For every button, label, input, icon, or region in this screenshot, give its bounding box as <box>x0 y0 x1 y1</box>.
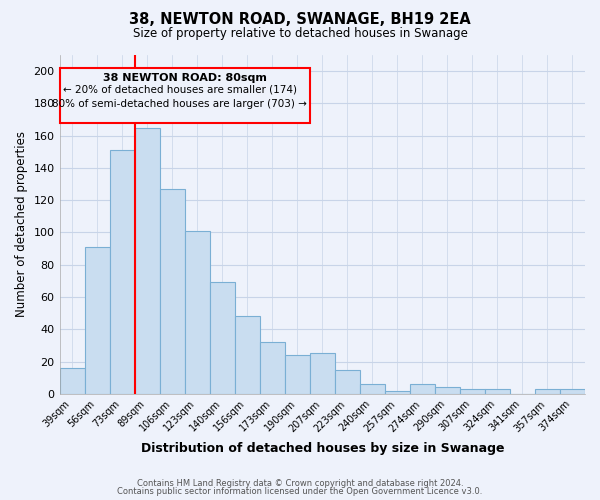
Bar <box>209 282 235 394</box>
Bar <box>435 388 460 394</box>
Bar <box>310 354 335 394</box>
Y-axis label: Number of detached properties: Number of detached properties <box>15 132 28 318</box>
Bar <box>560 389 585 394</box>
Bar <box>460 389 485 394</box>
X-axis label: Distribution of detached houses by size in Swanage: Distribution of detached houses by size … <box>140 442 504 455</box>
Bar <box>285 355 310 394</box>
Text: 38, NEWTON ROAD, SWANAGE, BH19 2EA: 38, NEWTON ROAD, SWANAGE, BH19 2EA <box>129 12 471 28</box>
Bar <box>260 342 285 394</box>
Text: ← 20% of detached houses are smaller (174): ← 20% of detached houses are smaller (17… <box>62 85 296 95</box>
Bar <box>335 370 360 394</box>
Bar <box>410 384 435 394</box>
Text: 38 NEWTON ROAD: 80sqm: 38 NEWTON ROAD: 80sqm <box>103 72 266 83</box>
Bar <box>59 368 85 394</box>
Bar <box>360 384 385 394</box>
Text: Contains HM Land Registry data © Crown copyright and database right 2024.: Contains HM Land Registry data © Crown c… <box>137 478 463 488</box>
Bar <box>385 390 410 394</box>
Bar <box>535 389 560 394</box>
Bar <box>235 316 260 394</box>
Text: Size of property relative to detached houses in Swanage: Size of property relative to detached ho… <box>133 28 467 40</box>
Bar <box>185 231 209 394</box>
Bar <box>85 247 110 394</box>
FancyBboxPatch shape <box>59 68 310 123</box>
Text: 80% of semi-detached houses are larger (703) →: 80% of semi-detached houses are larger (… <box>52 98 307 108</box>
Bar <box>485 389 510 394</box>
Bar <box>134 128 160 394</box>
Bar <box>160 189 185 394</box>
Text: Contains public sector information licensed under the Open Government Licence v3: Contains public sector information licen… <box>118 487 482 496</box>
Bar <box>110 150 134 394</box>
